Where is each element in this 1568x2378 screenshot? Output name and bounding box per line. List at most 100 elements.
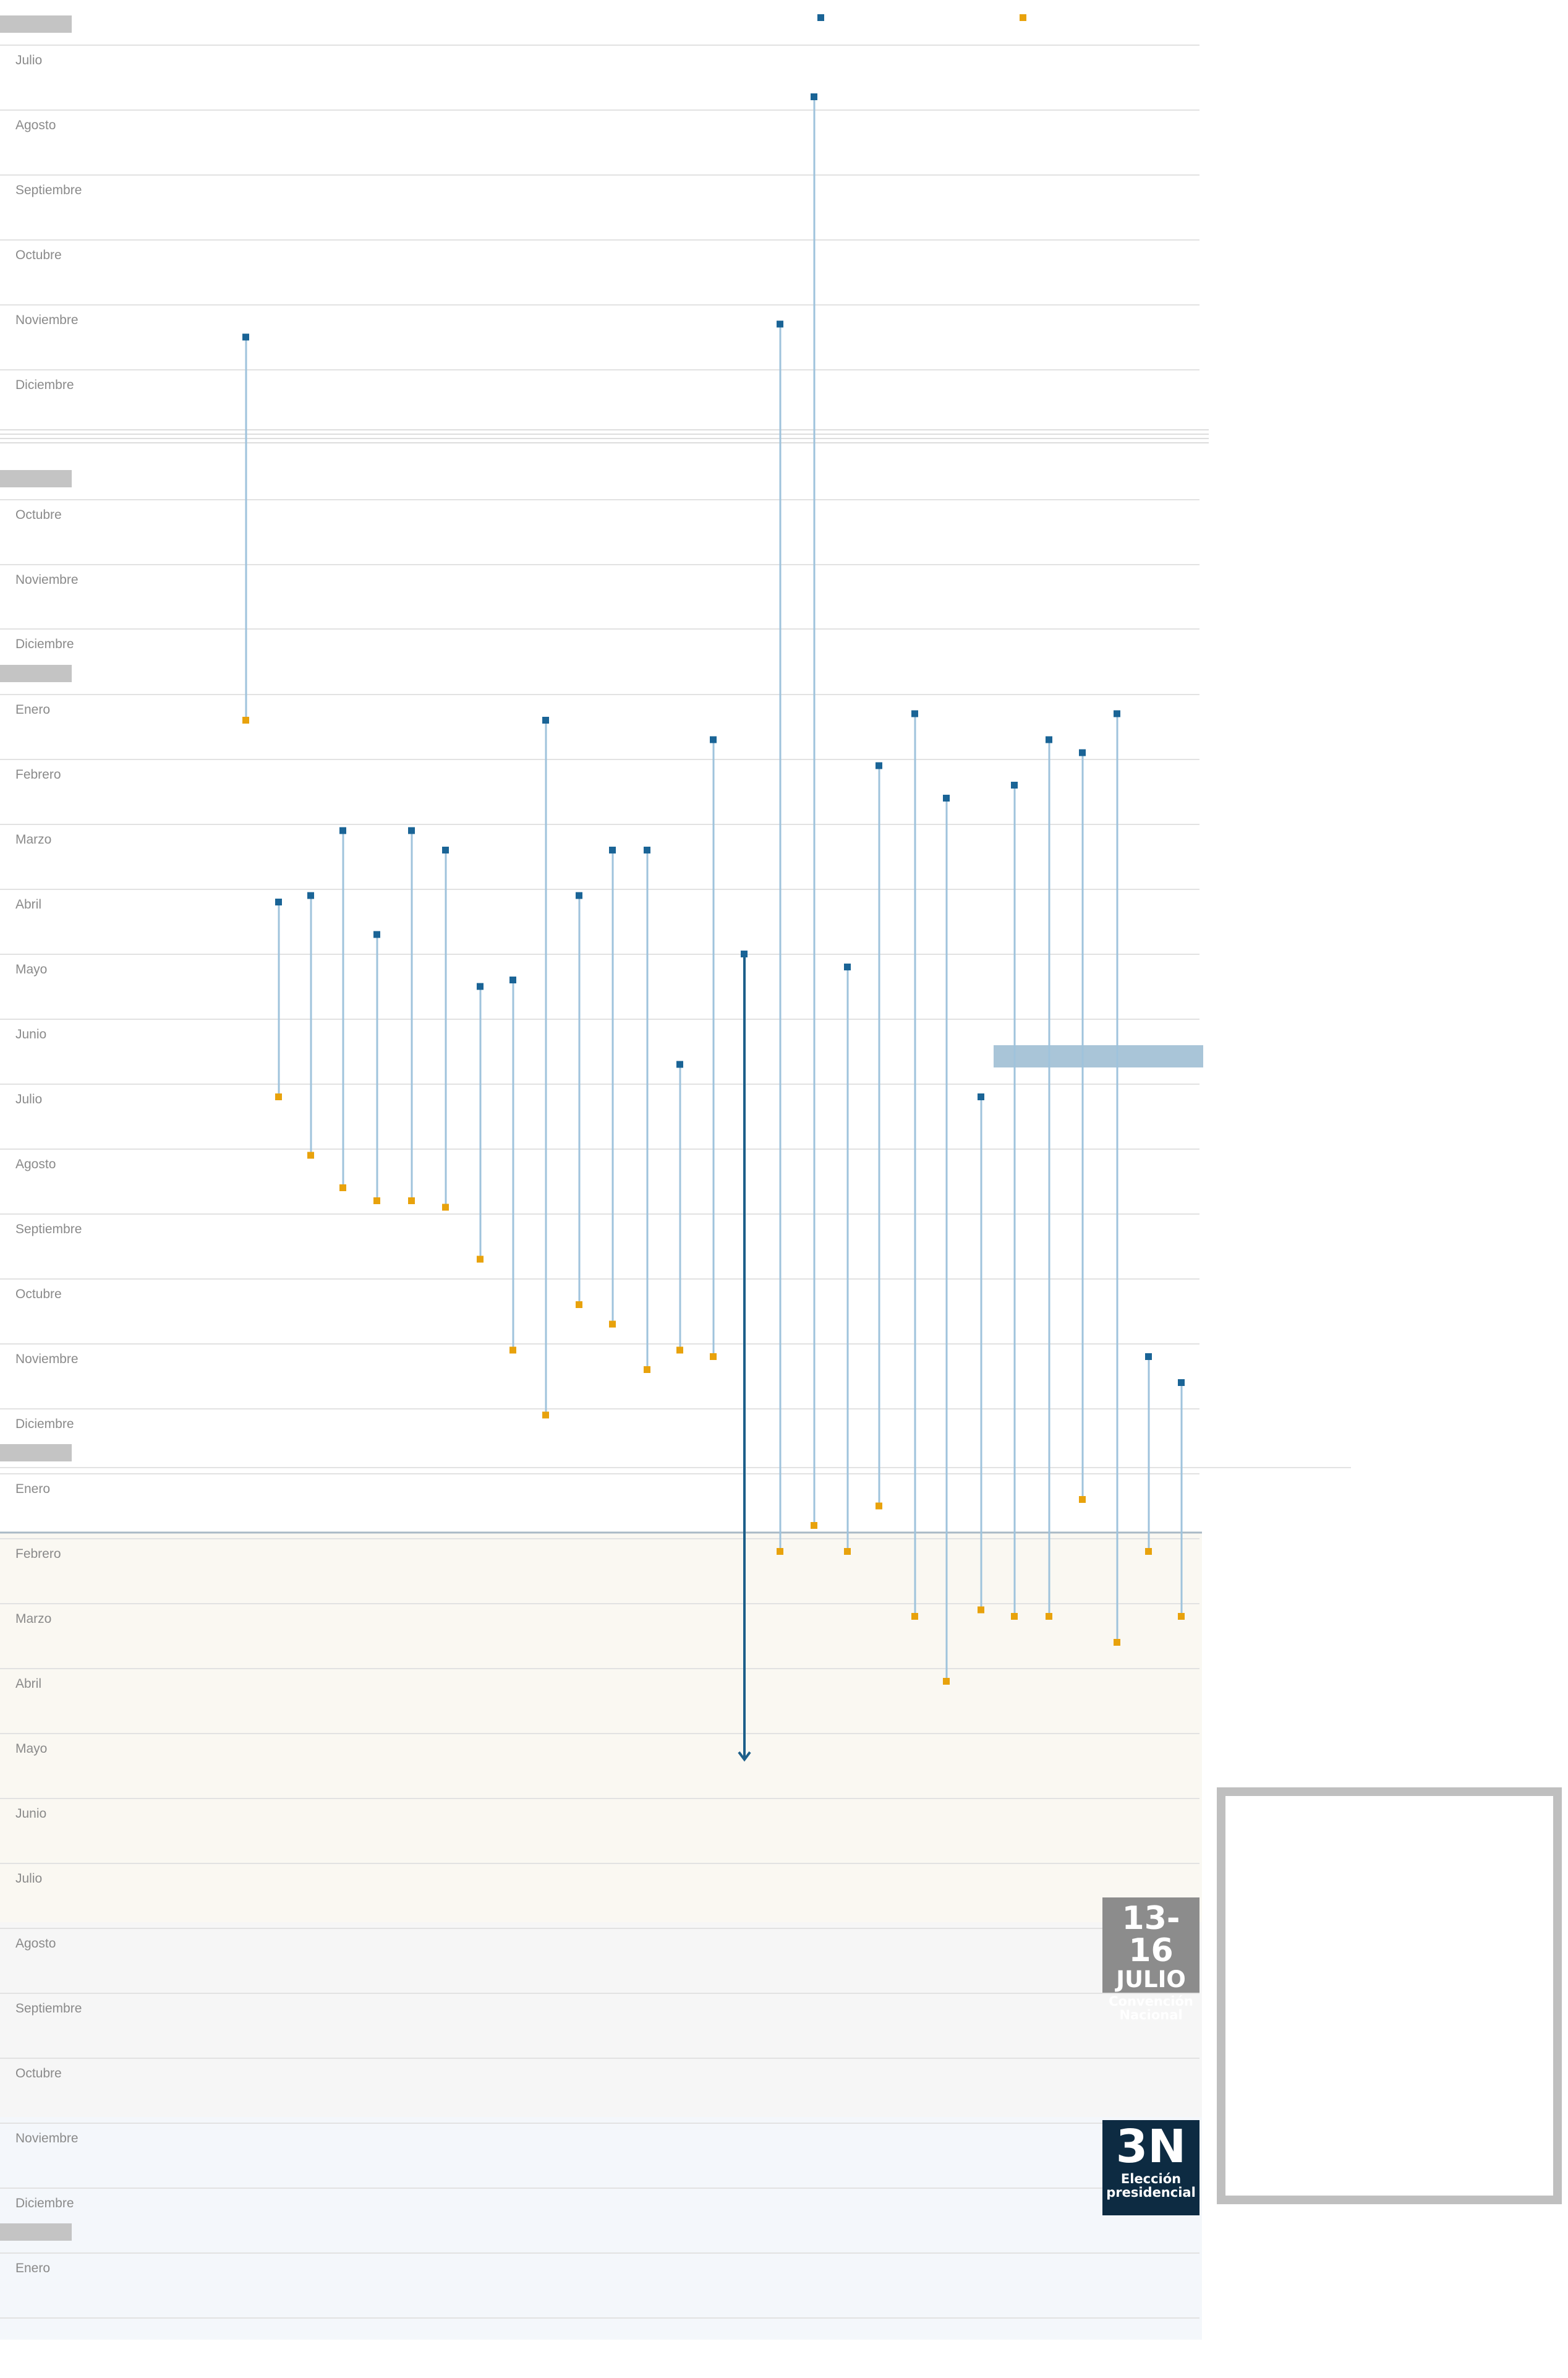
candidate-end-marker-20 bbox=[911, 1613, 918, 1620]
year-tab-4 bbox=[0, 2223, 72, 2241]
month-label-32: Diciembre bbox=[15, 2196, 74, 2210]
month-label-29: Septiembre bbox=[15, 2001, 82, 2016]
election-code: 3N bbox=[1115, 2120, 1187, 2173]
candidate-end-marker-7 bbox=[477, 1255, 484, 1263]
candidate-end-marker-25 bbox=[1079, 1496, 1086, 1503]
candidate-end-marker-16 bbox=[777, 1548, 783, 1555]
month-label-9: Enero bbox=[15, 703, 51, 717]
candidate-start-marker-2 bbox=[307, 892, 314, 899]
month-label-0: Julio bbox=[15, 53, 43, 67]
candidate-start-marker-17 bbox=[811, 93, 817, 100]
candidate-start-marker-4 bbox=[373, 931, 380, 938]
election-period-band bbox=[0, 2117, 1202, 2340]
primary-season-band bbox=[0, 1533, 1202, 1922]
month-label-26: Junio bbox=[15, 1807, 47, 1821]
candidate-start-marker-0 bbox=[242, 333, 249, 341]
candidate-start-marker-6 bbox=[442, 847, 449, 853]
month-label-27: Julio bbox=[15, 1871, 43, 1886]
month-label-18: Octubre bbox=[15, 1287, 62, 1301]
convention-period-band bbox=[0, 1922, 1202, 2117]
candidate-start-marker-8 bbox=[509, 977, 516, 983]
legend-announce-marker bbox=[817, 14, 824, 21]
month-label-31: Noviembre bbox=[15, 2131, 79, 2145]
month-label-22: Febrero bbox=[15, 1547, 61, 1561]
candidate-start-marker-19 bbox=[876, 762, 882, 769]
candidate-end-marker-0 bbox=[242, 717, 249, 724]
candidate-end-marker-21 bbox=[943, 1678, 950, 1685]
candidate-end-marker-4 bbox=[373, 1197, 380, 1204]
convention-dates: 13-16 bbox=[1122, 1900, 1180, 1969]
candidate-end-marker-26 bbox=[1114, 1639, 1120, 1646]
month-label-2: Septiembre bbox=[15, 183, 82, 197]
year-tab-1 bbox=[0, 470, 72, 487]
candidate-start-marker-25 bbox=[1079, 749, 1086, 756]
candidate-end-marker-17 bbox=[811, 1522, 817, 1529]
candidate-end-marker-13 bbox=[676, 1346, 683, 1354]
candidate-end-marker-5 bbox=[408, 1197, 415, 1204]
candidate-end-marker-9 bbox=[542, 1411, 549, 1419]
candidate-end-marker-18 bbox=[844, 1548, 851, 1555]
month-label-13: Mayo bbox=[15, 962, 48, 977]
candidate-start-marker-15 bbox=[741, 951, 748, 957]
legend-withdraw-marker bbox=[1020, 14, 1026, 21]
month-label-10: Febrero bbox=[15, 768, 61, 782]
candidate-start-marker-7 bbox=[477, 983, 484, 990]
candidate-start-marker-1 bbox=[275, 899, 282, 905]
candidate-end-marker-23 bbox=[1011, 1613, 1018, 1620]
year-tab-3 bbox=[0, 1444, 72, 1461]
month-label-4: Noviembre bbox=[15, 313, 79, 327]
convention-badge: 13-16 JULIO Convención Nacional bbox=[1102, 1897, 1199, 2022]
candidate-end-marker-19 bbox=[876, 1502, 882, 1510]
month-label-20: Diciembre bbox=[15, 1417, 74, 1431]
candidate-start-marker-22 bbox=[978, 1093, 984, 1100]
candidate-start-marker-14 bbox=[710, 736, 717, 743]
month-label-12: Abril bbox=[15, 897, 42, 912]
candidate-start-marker-24 bbox=[1046, 736, 1052, 743]
candidate-end-marker-11 bbox=[609, 1320, 616, 1328]
candidate-end-marker-14 bbox=[710, 1353, 717, 1360]
candidate-start-marker-12 bbox=[644, 847, 650, 853]
election-badge: 3N Elección presidencial bbox=[1102, 2120, 1199, 2215]
month-label-33: Enero bbox=[15, 2261, 51, 2275]
candidate-end-marker-24 bbox=[1046, 1613, 1052, 1620]
convention-label: Convención Nacional bbox=[1109, 1994, 1193, 2023]
candidate-arrow-15 bbox=[738, 1751, 751, 1762]
month-label-23: Marzo bbox=[15, 1612, 52, 1626]
candidate-start-marker-16 bbox=[777, 320, 783, 328]
candidate-start-marker-21 bbox=[943, 795, 950, 802]
month-label-16: Agosto bbox=[15, 1157, 56, 1171]
month-label-14: Junio bbox=[15, 1027, 47, 1041]
month-label-25: Mayo bbox=[15, 1742, 48, 1756]
candidate-start-marker-18 bbox=[844, 964, 851, 970]
candidate-start-marker-13 bbox=[676, 1061, 683, 1068]
month-label-6: Octubre bbox=[15, 508, 62, 522]
candidate-start-marker-26 bbox=[1114, 710, 1120, 717]
convention-month: JULIO bbox=[1116, 1966, 1186, 1993]
candidate-end-marker-6 bbox=[442, 1204, 449, 1211]
election-label: Elección presidencial bbox=[1106, 2171, 1196, 2201]
candidate-start-marker-10 bbox=[576, 892, 582, 899]
candidate-end-marker-10 bbox=[576, 1301, 582, 1308]
candidate-end-marker-1 bbox=[275, 1093, 282, 1100]
month-label-24: Abril bbox=[15, 1677, 42, 1691]
month-label-28: Agosto bbox=[15, 1936, 56, 1951]
candidate-start-marker-9 bbox=[542, 717, 549, 724]
month-label-8: Diciembre bbox=[15, 637, 74, 651]
month-label-30: Octubre bbox=[15, 2066, 62, 2081]
candidate-start-marker-27 bbox=[1145, 1353, 1152, 1360]
candidate-end-marker-28 bbox=[1178, 1613, 1185, 1620]
candidate-start-marker-3 bbox=[339, 827, 346, 834]
candidate-end-marker-8 bbox=[509, 1346, 516, 1354]
month-label-15: Julio bbox=[15, 1092, 43, 1106]
side-panel-frame bbox=[1217, 1787, 1562, 2204]
candidate-start-marker-23 bbox=[1011, 782, 1018, 789]
month-label-7: Noviembre bbox=[15, 573, 79, 587]
month-label-11: Marzo bbox=[15, 832, 52, 847]
month-label-19: Noviembre bbox=[15, 1352, 79, 1366]
month-label-1: Agosto bbox=[15, 118, 56, 132]
candidate-end-marker-2 bbox=[307, 1152, 314, 1159]
candidate-end-marker-27 bbox=[1145, 1548, 1152, 1555]
candidate-start-marker-5 bbox=[408, 827, 415, 834]
